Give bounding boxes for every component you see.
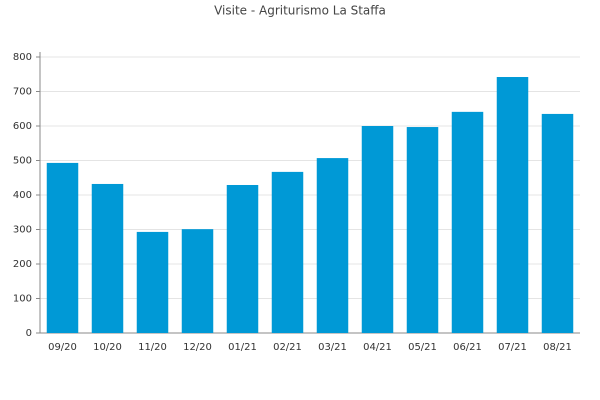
y-tick-label: 100	[13, 294, 32, 305]
x-tick-label: 04/21	[363, 342, 392, 353]
bar	[541, 113, 574, 333]
y-tick-label: 700	[13, 87, 32, 98]
bar	[46, 162, 79, 333]
x-tick-label: 08/21	[543, 342, 572, 353]
y-tick-label: 0	[26, 328, 32, 339]
y-tick-label: 200	[13, 259, 32, 270]
bar	[451, 111, 484, 333]
bar	[136, 231, 169, 333]
x-tick-label: 02/21	[273, 342, 302, 353]
x-tick-label: 05/21	[408, 342, 437, 353]
x-tick-label: 09/20	[48, 342, 77, 353]
y-tick-label: 400	[13, 190, 32, 201]
bar	[226, 184, 259, 333]
bar	[316, 158, 349, 333]
bar	[91, 183, 124, 333]
bar	[361, 126, 394, 333]
y-tick-label: 800	[13, 52, 32, 63]
x-tick-label: 01/21	[228, 342, 257, 353]
y-tick-label: 500	[13, 156, 32, 167]
y-tick-label: 600	[13, 121, 32, 132]
y-tick-label: 300	[13, 225, 32, 236]
chart-title: Visite - Agriturismo La Staffa	[214, 4, 386, 18]
bar	[181, 229, 214, 333]
bar	[406, 127, 439, 333]
x-tick-label: 12/20	[183, 342, 212, 353]
x-tick-label: 11/20	[138, 342, 167, 353]
x-tick-label: 07/21	[498, 342, 527, 353]
bar	[271, 171, 304, 333]
x-tick-label: 03/21	[318, 342, 347, 353]
x-tick-label: 06/21	[453, 342, 482, 353]
bar	[496, 77, 529, 333]
x-tick-label: 10/20	[93, 342, 122, 353]
